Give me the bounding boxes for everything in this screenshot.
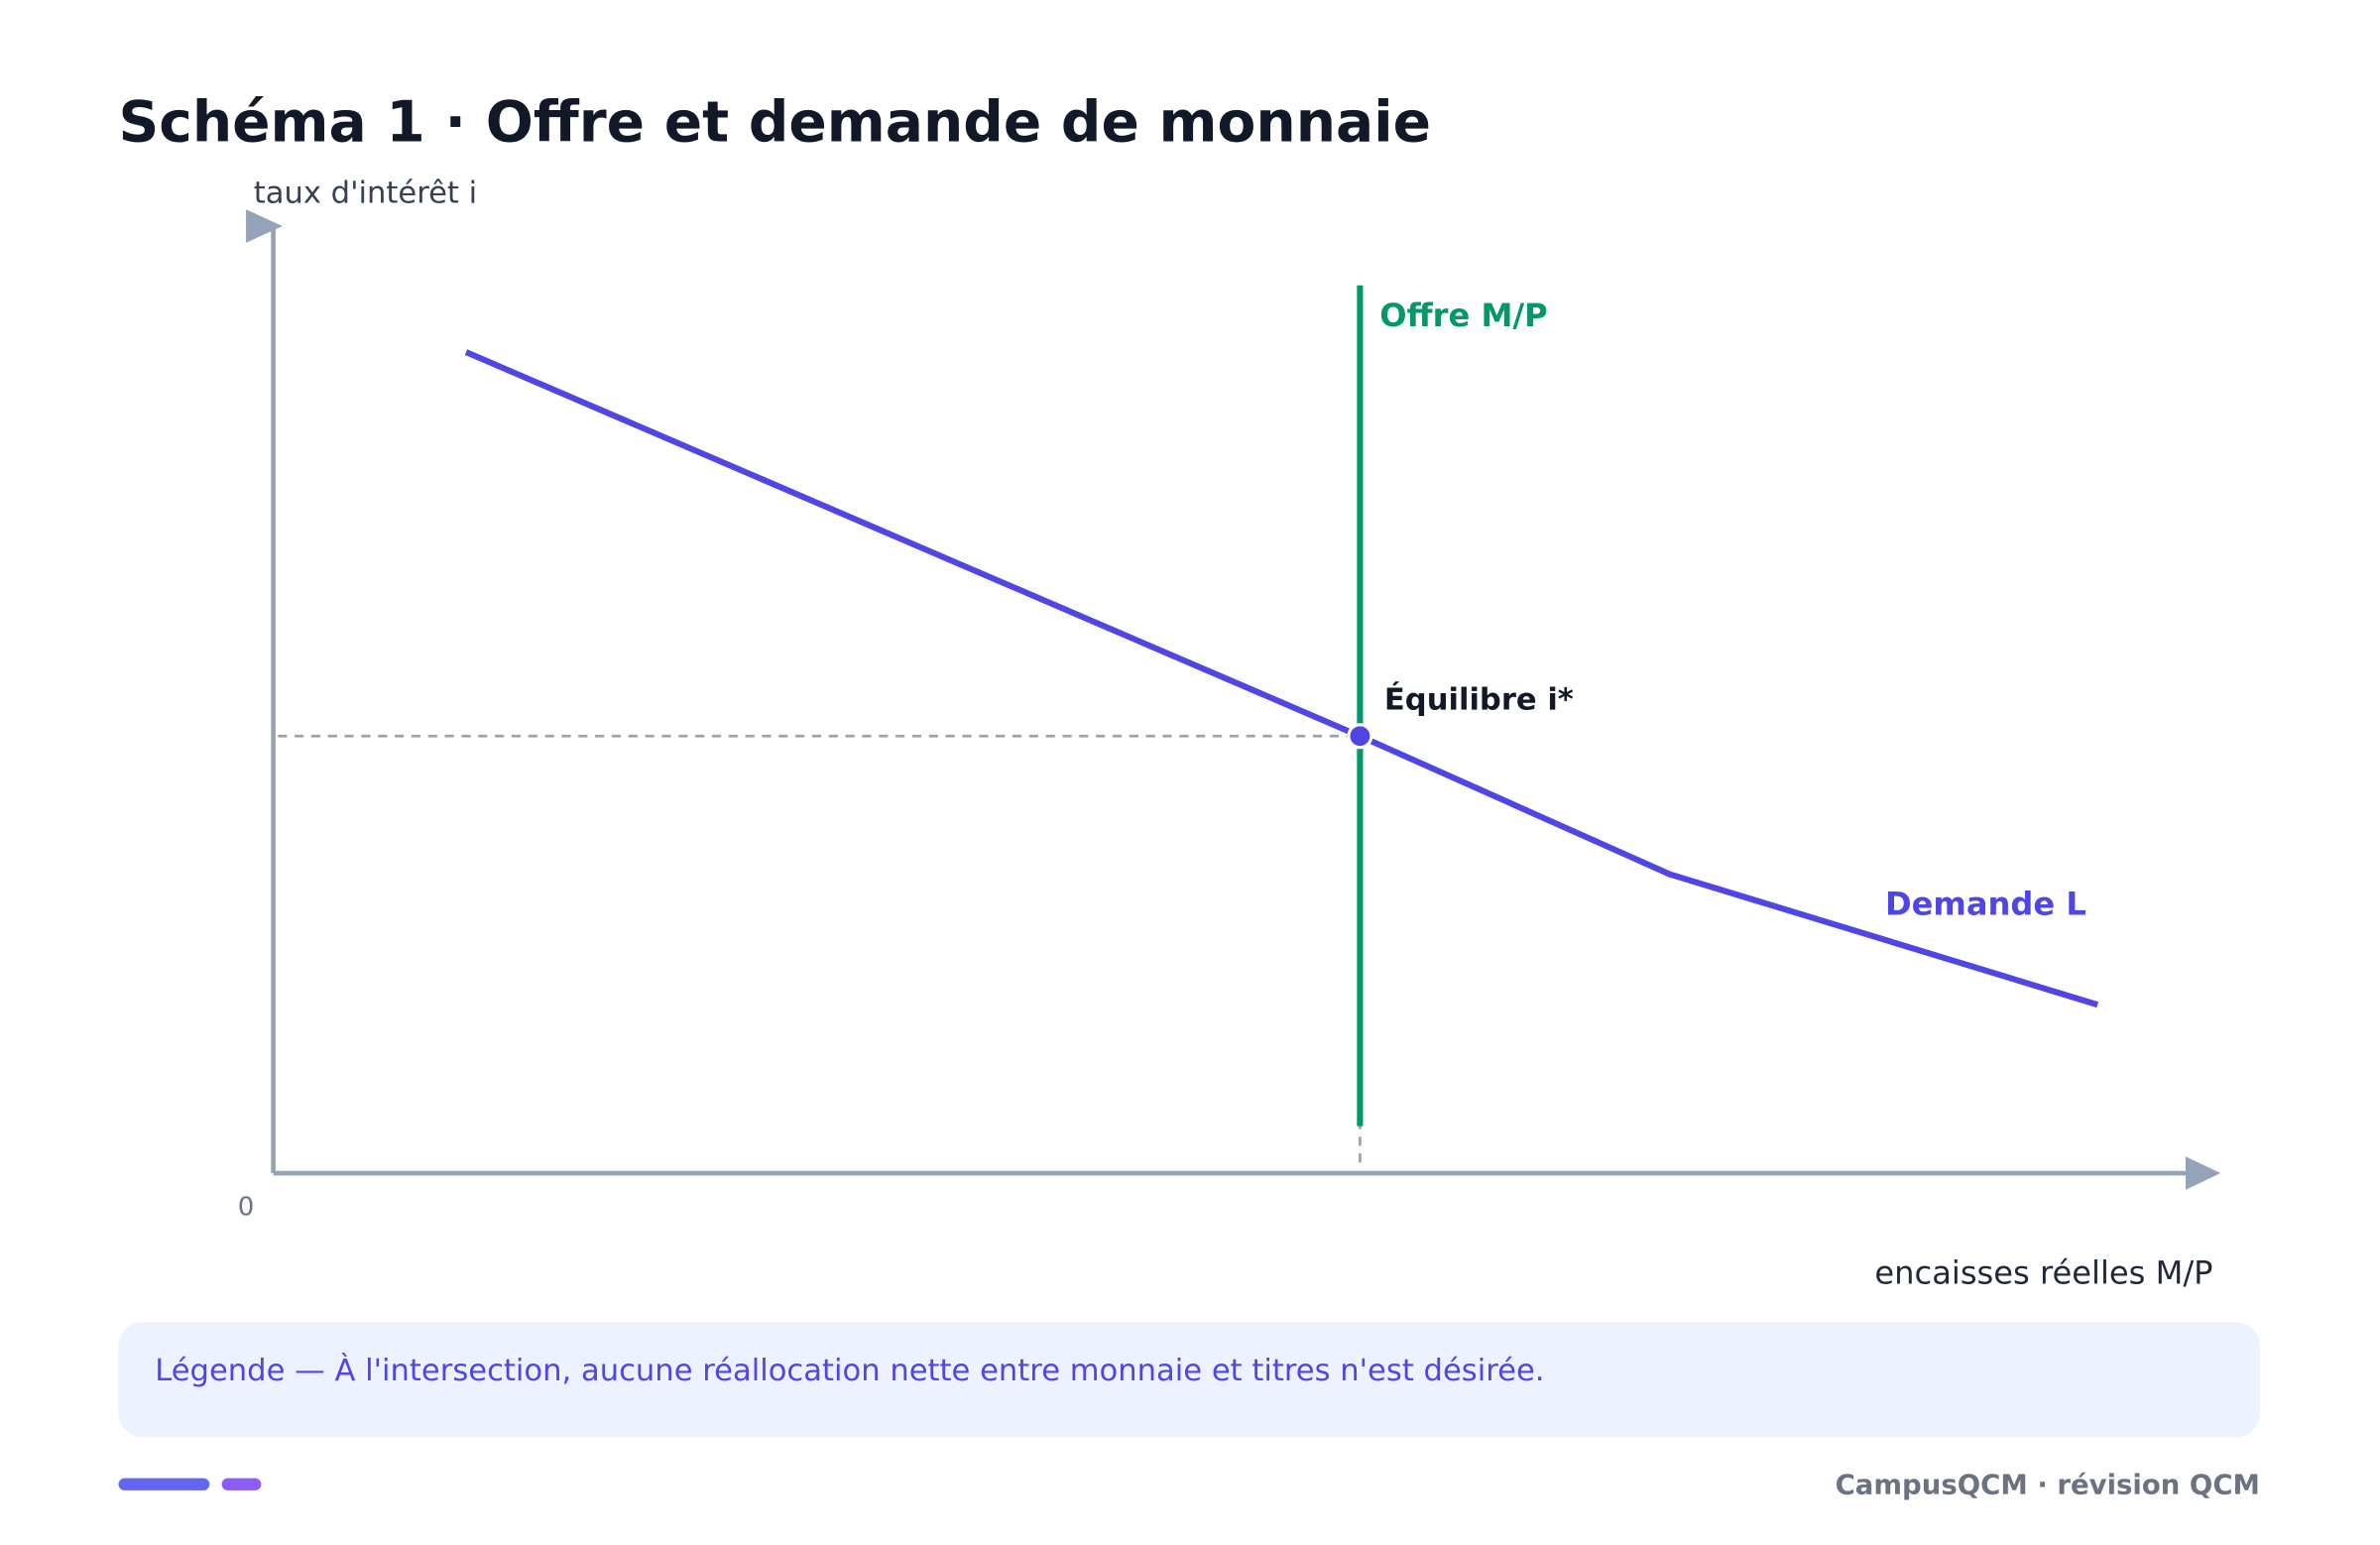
demand-label: Demande L bbox=[1885, 886, 2086, 923]
legend-text: Légende — À l'intersection, aucune réall… bbox=[155, 1353, 1544, 1388]
footer-text: CampusQCM · révision QCM bbox=[1836, 1469, 2260, 1500]
legend-box bbox=[118, 1322, 2260, 1438]
footer-pill bbox=[118, 1478, 210, 1490]
supply-label: Offre M/P bbox=[1379, 297, 1547, 334]
footer-pill bbox=[221, 1478, 262, 1490]
title: Schéma 1 · Offre et demande de monnaie bbox=[119, 90, 1432, 156]
y-axis-arrow bbox=[246, 209, 283, 243]
y-axis-label: taux d'intérêt i bbox=[254, 176, 477, 210]
x-axis-label: encaisses réelles M/P bbox=[1874, 1254, 2212, 1292]
origin-label: 0 bbox=[238, 1193, 255, 1223]
equilibrium-label: Équilibre i* bbox=[1384, 682, 1574, 718]
x-axis-arrow bbox=[2185, 1156, 2221, 1190]
demand-curve bbox=[464, 349, 2099, 1009]
equilibrium-point bbox=[1347, 723, 1373, 750]
